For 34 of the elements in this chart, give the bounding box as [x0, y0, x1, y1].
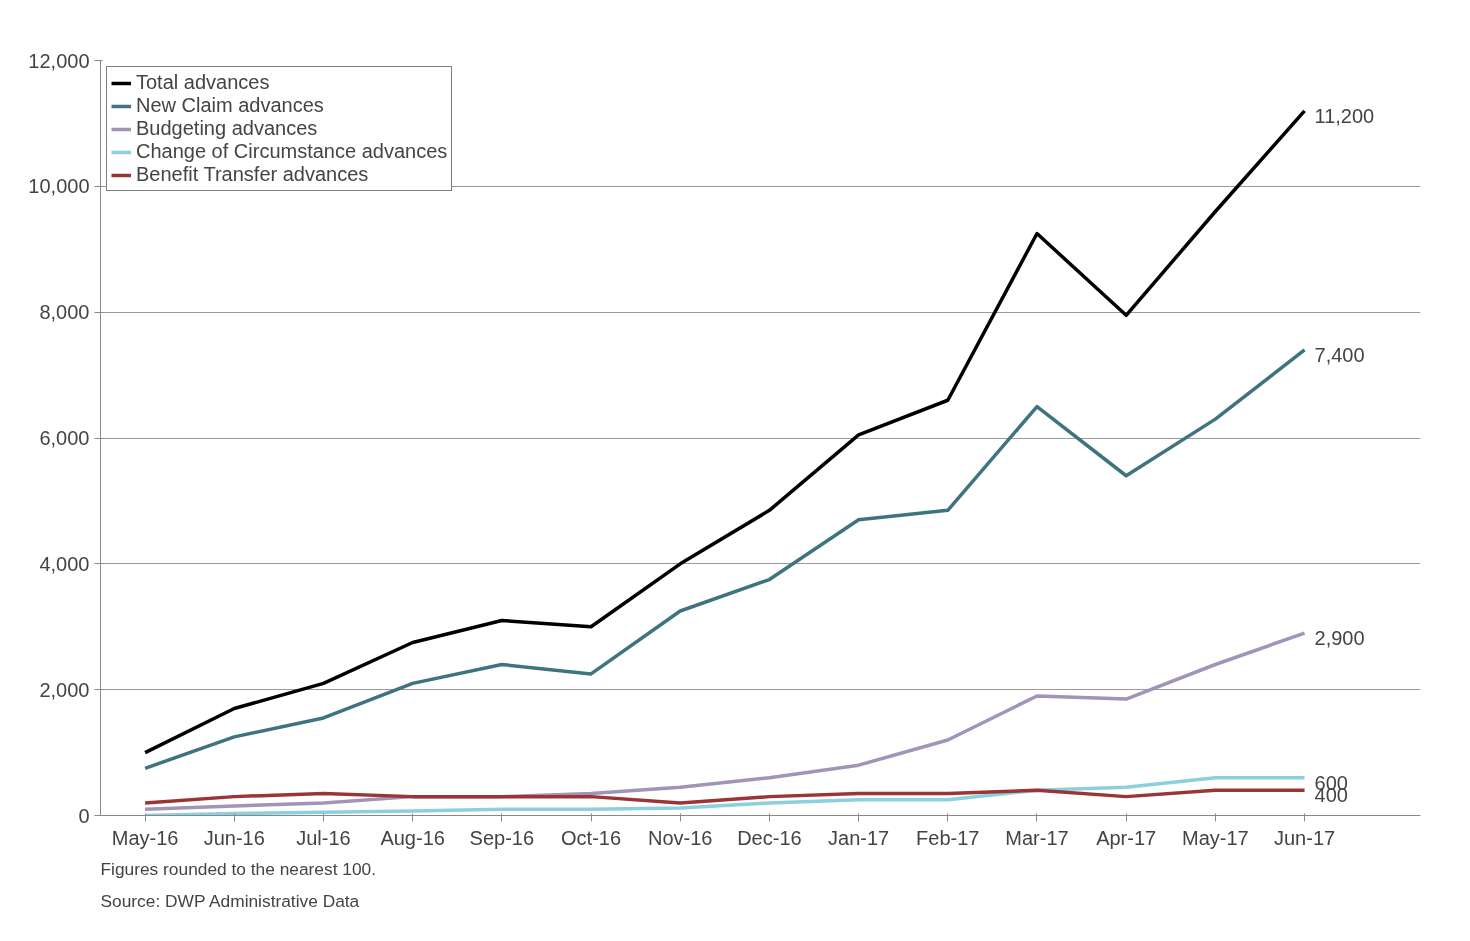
y-tick-label: 2,000 — [39, 678, 90, 701]
data-label: 2,900 — [1314, 627, 1365, 650]
legend-label: New Claim advances — [136, 94, 324, 117]
x-tick-label: Nov-16 — [647, 826, 713, 849]
line-series — [143, 348, 1307, 771]
x-tick-label: Apr-17 — [1096, 826, 1157, 849]
x-tick-label: Oct-16 — [561, 826, 622, 849]
legend-label: Total advances — [136, 71, 270, 94]
x-tick-label: Aug-16 — [380, 826, 445, 849]
x-tick-label: Sep-16 — [469, 826, 535, 849]
x-tick-label: Dec-16 — [737, 826, 802, 849]
legend-label: Change of Circumstance advances — [136, 140, 448, 163]
y-tick-label: 4,000 — [39, 552, 90, 575]
x-tick-label: Jul-16 — [296, 826, 351, 849]
source-note: Source: DWP Administrative Data — [100, 890, 360, 911]
x-tick-label: May-17 — [1182, 826, 1249, 849]
text: Figures rounded to the nearest 100. — [100, 858, 377, 879]
x-tick-label: Jan-17 — [828, 826, 890, 849]
x-tick-label: Jun-16 — [203, 826, 265, 849]
data-label: 11,200 — [1314, 104, 1375, 127]
y-tick-label: 8,000 — [39, 301, 90, 324]
data-label: 7,400 — [1314, 343, 1365, 366]
y-tick-label: 6,000 — [39, 427, 90, 449]
legend-label: Budgeting advances — [136, 117, 318, 140]
y-tick-label: 10,000 — [28, 175, 90, 198]
y-tick-label: 0 — [78, 804, 90, 827]
line-series — [143, 776, 1307, 816]
x-tick-label: May-16 — [111, 826, 179, 849]
x-tick-label: Mar-17 — [1005, 826, 1069, 849]
line-series — [143, 788, 1307, 805]
legend-label: Benefit Transfer advances — [136, 163, 369, 186]
y-tick-label: 12,000 — [28, 49, 90, 72]
x-tick-label: Jun-17 — [1273, 826, 1336, 849]
x-tick-label: Feb-17 — [916, 826, 980, 849]
